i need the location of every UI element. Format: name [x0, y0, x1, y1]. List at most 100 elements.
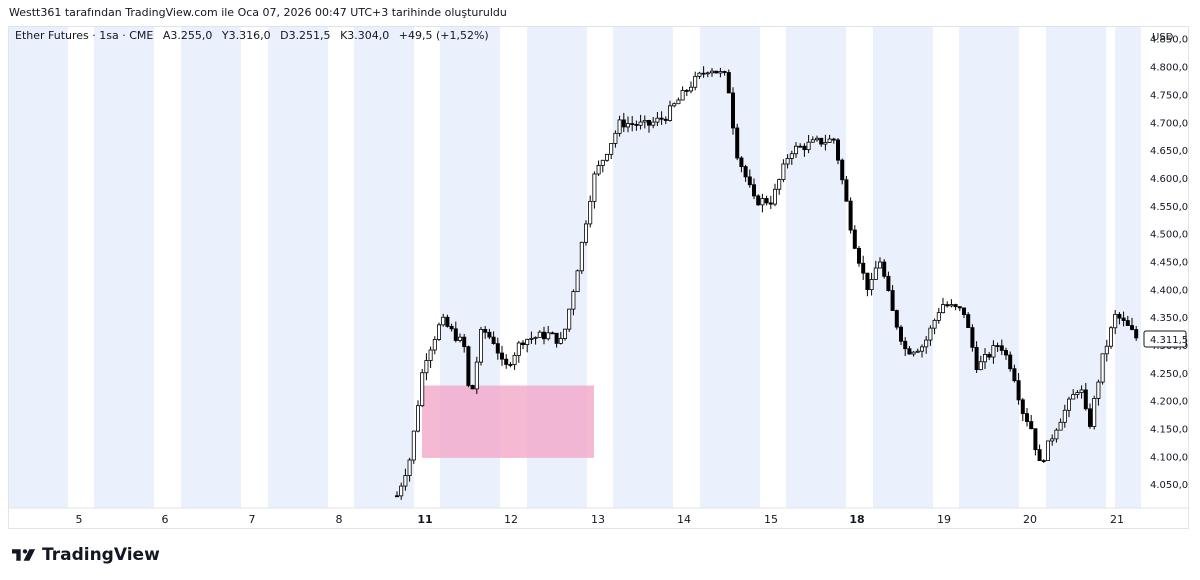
candle-body: [1117, 313, 1122, 319]
price-tick-label: 4.250,0: [1150, 369, 1188, 380]
candle-body: [1004, 350, 1009, 356]
candle-body: [903, 340, 908, 350]
price-tick-label: 4.850,0: [1150, 35, 1188, 46]
candle-body: [621, 119, 626, 128]
currency-label: USD: [1152, 32, 1174, 43]
candle-body: [920, 346, 925, 352]
candle-body: [928, 327, 933, 341]
legend-open: A3.255,0: [162, 29, 213, 42]
time-tick-label: 5: [76, 513, 83, 526]
candle-body: [567, 308, 572, 330]
candle-body: [886, 275, 891, 291]
price-tick-label: 4.350,0: [1150, 313, 1188, 324]
candle-body: [399, 485, 404, 497]
candle-body: [983, 353, 988, 363]
candle-body: [676, 99, 681, 105]
candle-body: [1083, 389, 1088, 410]
candle-body: [1134, 329, 1139, 339]
candle-body: [1125, 320, 1130, 326]
session-band: [1046, 27, 1106, 508]
candle-body: [1041, 460, 1046, 462]
time-tick-label: 18: [849, 513, 864, 526]
tradingview-brand[interactable]: TradingView: [12, 545, 160, 565]
price-tick-label: 4.050,0: [1150, 480, 1188, 491]
candle-body: [563, 328, 568, 339]
candle-body: [949, 304, 954, 307]
candle-body: [945, 304, 950, 307]
price-tick-label: 4.650,0: [1150, 146, 1188, 157]
candle-body: [609, 143, 614, 155]
candle-body: [415, 405, 420, 432]
candle-body: [794, 145, 799, 155]
candle-body: [420, 372, 425, 407]
candle-body: [995, 345, 1000, 347]
candle-body: [823, 142, 828, 145]
candle-body: [731, 92, 736, 129]
candle-body: [1050, 438, 1055, 442]
candle-body: [466, 346, 471, 386]
candle-body: [584, 223, 589, 243]
candle-body: [747, 176, 752, 186]
candle-body: [987, 353, 992, 358]
candle-body: [407, 459, 412, 476]
candle-body: [768, 202, 773, 205]
candle-body: [680, 90, 685, 101]
legend-symbol[interactable]: Ether Futures · 1sa · CME: [15, 29, 154, 42]
candle-body: [516, 342, 521, 356]
time-tick-label: 13: [591, 513, 605, 526]
current-price-label: 4.311,5: [1150, 335, 1188, 346]
candle-body: [991, 345, 996, 358]
candle-body: [642, 120, 647, 123]
session-band: [613, 27, 673, 508]
candle-body: [743, 166, 748, 178]
candle-body: [848, 200, 853, 231]
candle-body: [899, 326, 904, 342]
candle-body: [693, 75, 698, 88]
candle-body: [1075, 392, 1080, 395]
candle-body: [722, 71, 727, 73]
candle-body: [831, 138, 836, 141]
candle-body: [1046, 440, 1051, 461]
candle-body: [499, 352, 504, 360]
candle-body: [617, 119, 622, 134]
candle-body: [810, 139, 815, 143]
session-band: [700, 27, 760, 508]
price-tick-label: 4.400,0: [1150, 285, 1188, 296]
candle-body: [773, 188, 778, 205]
candle-body: [655, 117, 660, 123]
time-tick-label: 14: [677, 513, 691, 526]
candle-body: [1058, 421, 1063, 431]
candle-body: [1079, 389, 1084, 394]
candle-body: [668, 105, 673, 121]
candle-body: [478, 329, 483, 363]
candle-body: [542, 331, 547, 340]
candle-body: [588, 200, 593, 225]
demand-zone-rect: [422, 385, 594, 458]
candle-body: [1033, 428, 1038, 451]
candle-body: [764, 198, 769, 204]
candle-body: [554, 332, 559, 344]
candle-body: [651, 121, 656, 126]
time-tick-label: 21: [1110, 513, 1124, 526]
candle-body: [1062, 409, 1067, 423]
candle-body: [777, 179, 782, 190]
candle-body: [735, 127, 740, 159]
candle-body: [1029, 421, 1034, 430]
legend-low: D3.251,5: [280, 29, 331, 42]
candle-body: [953, 304, 958, 308]
price-axis-bg: [1142, 27, 1188, 508]
price-tick-label: 4.200,0: [1150, 397, 1188, 408]
candle-body: [962, 307, 967, 315]
candle-body: [1096, 381, 1101, 399]
candle-body: [1008, 354, 1013, 370]
candle-body: [533, 336, 538, 339]
candle-body: [1067, 398, 1072, 411]
session-band: [354, 27, 414, 508]
candle-body: [638, 121, 643, 126]
candle-body: [474, 361, 479, 390]
candle-body: [1113, 313, 1118, 329]
time-tick-label: 19: [937, 513, 951, 526]
candle-body: [739, 157, 744, 167]
candle-body: [978, 361, 983, 371]
